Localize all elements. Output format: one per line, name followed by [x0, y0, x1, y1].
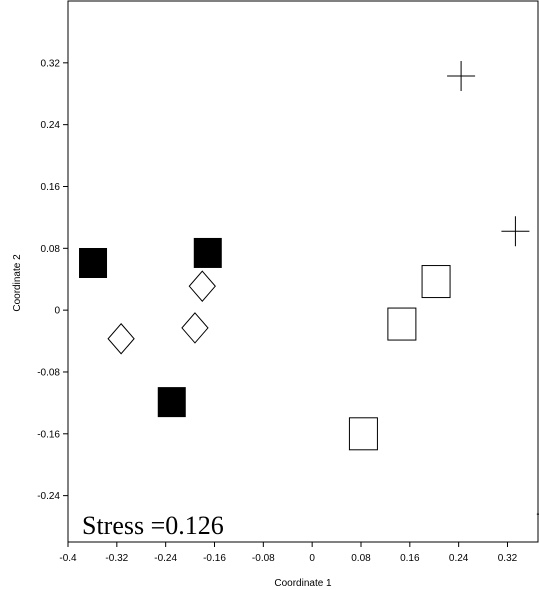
plot-frame — [67, 0, 539, 543]
x-tick-label: 0.08 — [351, 553, 371, 564]
y-tick-label: -0.16 — [37, 429, 60, 440]
y-tick-label: -0.08 — [37, 367, 60, 378]
x-tick-label: -0.08 — [252, 553, 275, 564]
open-square-point — [387, 307, 417, 341]
open-diamond-point — [107, 322, 135, 355]
x-axis-ticks: -0.4 -0.32 -0.24 -0.16 -0.08 0 0.08 0.16 0.24 0.3… — [59, 542, 518, 564]
y-axis-label: Coordinate 2 — [12, 254, 23, 312]
open-diamond-point — [181, 312, 209, 344]
y-tick-label: 0.08 — [41, 244, 61, 255]
plus-point — [447, 60, 476, 91]
filled-square-point — [193, 237, 222, 268]
open-square-point — [348, 417, 378, 451]
x-tick-label: 0.32 — [498, 553, 518, 564]
y-tick-label: 0.24 — [41, 120, 61, 131]
stress-annotation: Stress =0.126 — [82, 511, 224, 540]
data-points — [79, 60, 539, 515]
filled-square-point — [157, 387, 186, 418]
y-tick-label: 0.32 — [41, 58, 61, 69]
open-diamond-point — [188, 270, 216, 302]
open-square-point — [421, 265, 451, 299]
x-tick-label: 0.16 — [400, 553, 420, 564]
filled-square-point — [79, 247, 108, 278]
x-tick-label: -0.4 — [59, 553, 77, 564]
plus-point — [501, 216, 530, 247]
y-axis-ticks: -0.24 -0.16 -0.08 0 0.08 0.16 0.24 0.32 — [37, 58, 68, 502]
x-tick-label: 0.24 — [449, 553, 469, 564]
y-tick-label: -0.24 — [37, 491, 60, 502]
x-tick-label: -0.24 — [154, 553, 177, 564]
y-tick-label: 0 — [54, 306, 60, 317]
x-tick-label: 0 — [309, 553, 315, 564]
x-tick-label: -0.32 — [105, 553, 128, 564]
y-tick-label: 0.16 — [41, 182, 61, 193]
x-tick-label: -0.16 — [203, 553, 226, 564]
x-axis-label: Coordinate 1 — [274, 578, 332, 589]
